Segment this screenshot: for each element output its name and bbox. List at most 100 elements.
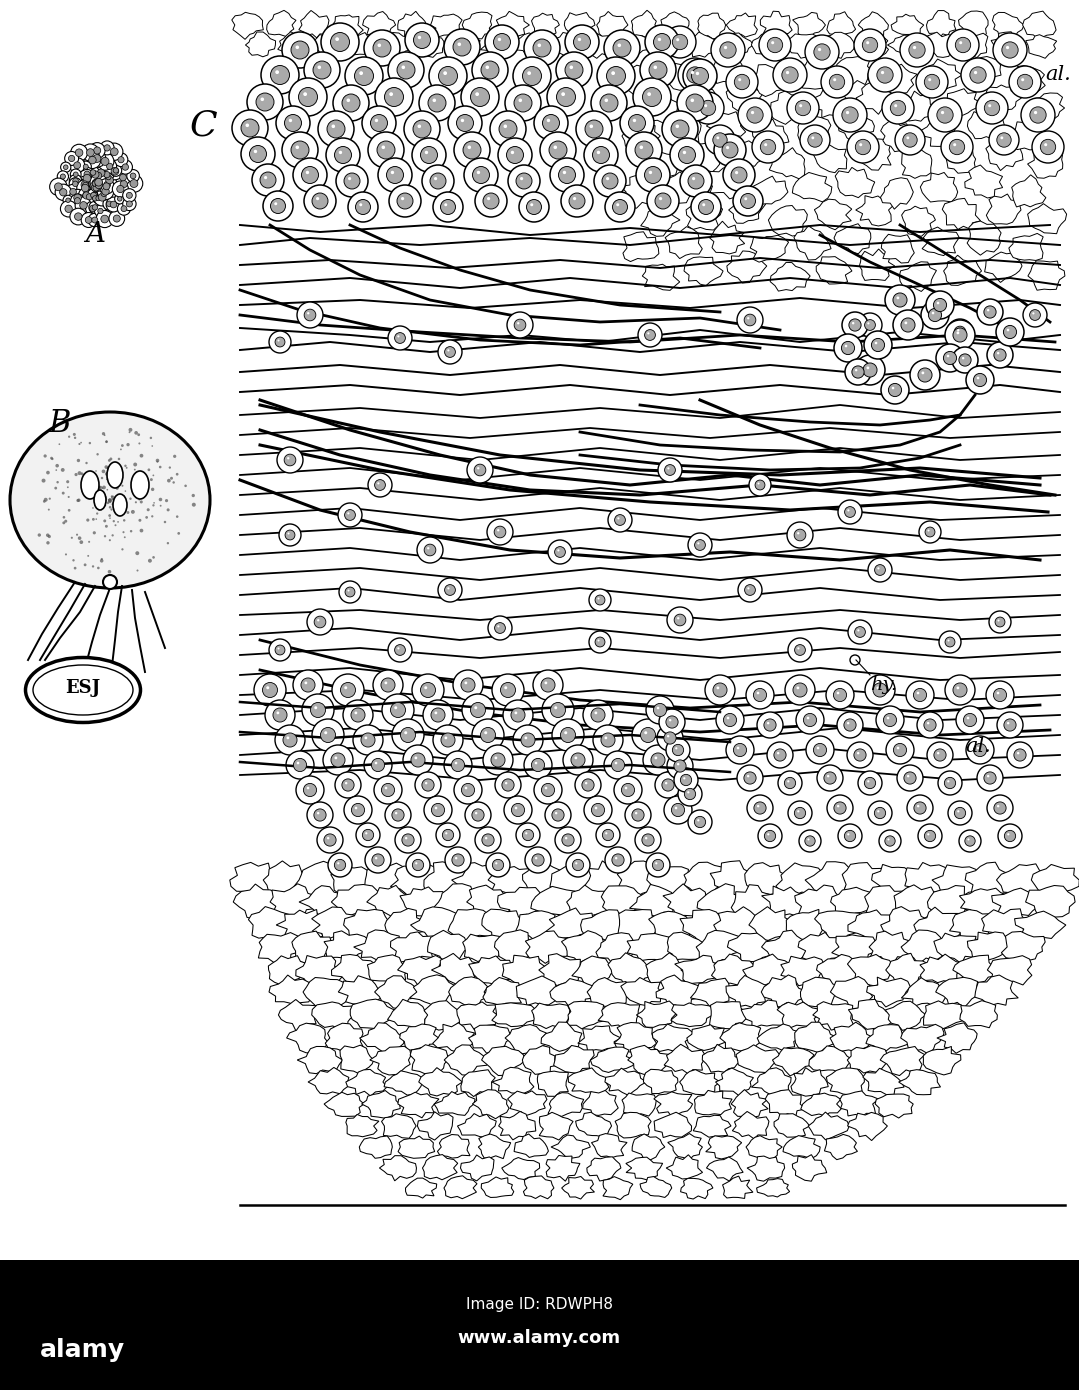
Ellipse shape — [106, 430, 124, 441]
Circle shape — [767, 742, 793, 769]
Ellipse shape — [58, 434, 72, 446]
Circle shape — [150, 436, 152, 439]
Polygon shape — [942, 199, 981, 229]
Polygon shape — [997, 863, 1049, 898]
Circle shape — [625, 802, 651, 828]
Circle shape — [74, 197, 81, 204]
Circle shape — [88, 541, 91, 543]
Circle shape — [94, 182, 99, 188]
Polygon shape — [684, 862, 728, 899]
Polygon shape — [866, 977, 911, 1006]
Polygon shape — [473, 1090, 509, 1119]
Circle shape — [80, 442, 82, 443]
Circle shape — [115, 177, 132, 192]
Circle shape — [585, 783, 587, 784]
Circle shape — [1023, 303, 1047, 327]
Circle shape — [73, 195, 81, 202]
Circle shape — [571, 753, 585, 767]
Circle shape — [947, 780, 950, 783]
Circle shape — [856, 139, 871, 154]
Circle shape — [97, 179, 101, 185]
Circle shape — [858, 771, 882, 795]
Circle shape — [984, 771, 996, 784]
Circle shape — [343, 701, 373, 730]
Circle shape — [959, 354, 971, 366]
Circle shape — [361, 733, 375, 746]
Circle shape — [927, 721, 929, 724]
Circle shape — [646, 853, 670, 877]
Polygon shape — [959, 888, 1008, 920]
Circle shape — [287, 737, 289, 739]
Circle shape — [100, 557, 103, 560]
Circle shape — [925, 830, 935, 841]
Polygon shape — [809, 1045, 852, 1073]
Circle shape — [877, 810, 879, 812]
Circle shape — [314, 809, 326, 821]
Polygon shape — [667, 933, 710, 959]
Circle shape — [267, 687, 270, 689]
Circle shape — [330, 32, 350, 51]
Polygon shape — [537, 1072, 569, 1097]
Polygon shape — [620, 65, 658, 97]
Circle shape — [107, 163, 113, 170]
Polygon shape — [710, 1002, 748, 1029]
Circle shape — [136, 471, 139, 474]
Circle shape — [527, 200, 542, 214]
Circle shape — [575, 862, 577, 865]
Circle shape — [1007, 742, 1033, 769]
Circle shape — [423, 701, 453, 730]
Polygon shape — [933, 933, 980, 963]
Circle shape — [58, 443, 60, 445]
Circle shape — [445, 585, 455, 595]
Circle shape — [632, 118, 637, 122]
Circle shape — [511, 708, 525, 721]
Circle shape — [514, 95, 532, 113]
Circle shape — [463, 140, 481, 158]
Polygon shape — [857, 33, 888, 57]
Polygon shape — [814, 88, 852, 118]
Polygon shape — [627, 934, 675, 960]
Circle shape — [433, 726, 463, 755]
Circle shape — [90, 177, 104, 190]
Circle shape — [691, 99, 694, 101]
Circle shape — [467, 457, 493, 482]
Ellipse shape — [10, 411, 210, 588]
Circle shape — [722, 142, 738, 158]
Polygon shape — [831, 977, 873, 1009]
Polygon shape — [798, 933, 845, 963]
Polygon shape — [805, 862, 856, 898]
Circle shape — [86, 518, 90, 521]
Circle shape — [314, 616, 326, 628]
Circle shape — [80, 161, 92, 172]
Circle shape — [796, 706, 824, 734]
Circle shape — [81, 213, 96, 228]
Circle shape — [918, 368, 932, 382]
Circle shape — [104, 498, 107, 500]
Polygon shape — [339, 976, 383, 1009]
Circle shape — [814, 744, 827, 756]
Text: A: A — [85, 221, 105, 247]
Polygon shape — [747, 1156, 784, 1182]
Circle shape — [642, 834, 654, 847]
Circle shape — [638, 322, 663, 348]
Circle shape — [124, 537, 126, 538]
Circle shape — [87, 175, 105, 192]
Circle shape — [397, 61, 415, 79]
Polygon shape — [801, 977, 841, 1006]
Text: alamy: alamy — [40, 1339, 124, 1362]
Circle shape — [959, 42, 962, 44]
Circle shape — [475, 812, 477, 815]
Circle shape — [90, 174, 107, 190]
Circle shape — [269, 639, 291, 662]
Polygon shape — [882, 64, 917, 96]
Polygon shape — [859, 249, 894, 281]
Circle shape — [70, 170, 81, 179]
Circle shape — [875, 342, 877, 345]
Circle shape — [297, 762, 299, 764]
Circle shape — [69, 175, 82, 188]
Circle shape — [863, 363, 877, 377]
Circle shape — [109, 211, 125, 227]
Circle shape — [754, 802, 766, 815]
Circle shape — [112, 503, 114, 505]
Polygon shape — [532, 1004, 570, 1029]
